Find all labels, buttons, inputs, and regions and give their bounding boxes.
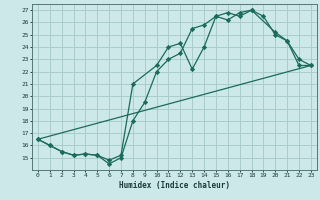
X-axis label: Humidex (Indice chaleur): Humidex (Indice chaleur) xyxy=(119,181,230,190)
